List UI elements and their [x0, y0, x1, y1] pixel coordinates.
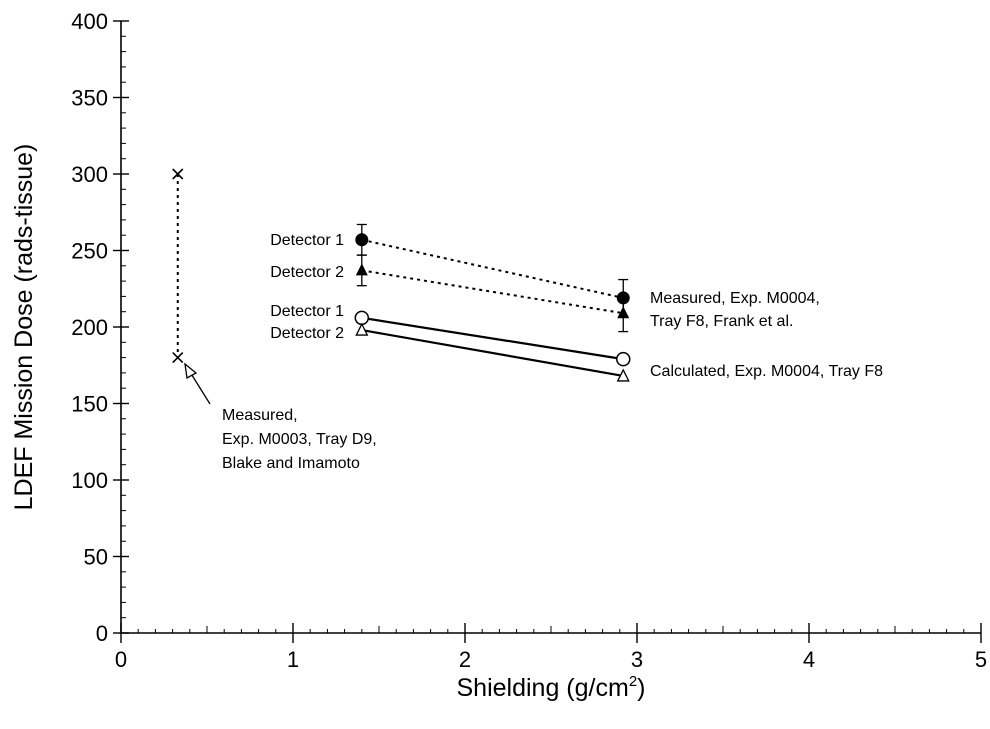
- data-point-x: [172, 168, 184, 180]
- y-tick-label: 350: [71, 86, 108, 111]
- data-point-filled-triangle: [355, 263, 368, 276]
- label-calculated-m0004: Calculated, Exp. M0004, Tray F8: [650, 363, 883, 380]
- y-tick-label: 50: [84, 545, 108, 570]
- series-m0003: [172, 168, 184, 364]
- y-tick-label: 200: [71, 315, 108, 340]
- x-tick-label: 5: [975, 647, 987, 672]
- label-measured-m0004-line1: Measured, Exp. M0004,: [650, 290, 820, 307]
- x-tick-label: 1: [287, 647, 299, 672]
- series-calc_det1: [354, 310, 631, 367]
- data-point-open-triangle: [616, 368, 630, 382]
- series-line: [361, 238, 624, 299]
- axes: [120, 21, 981, 634]
- x-tick-label: 2: [459, 647, 471, 672]
- data-point-filled-circle: [355, 233, 369, 247]
- y-tick-label: 300: [71, 162, 108, 187]
- data-point-open-circle: [354, 310, 370, 326]
- label-detector2-measured: Detector 2: [270, 264, 344, 281]
- series-line: [361, 328, 624, 378]
- series-line: [361, 269, 624, 315]
- label-detector1-measured: Detector 1: [270, 232, 344, 249]
- label-detector1-calculated: Detector 1: [270, 303, 344, 320]
- y-tick-label: 0: [96, 621, 108, 646]
- label-measured-m0003-line3: Blake and Imamoto: [222, 455, 360, 472]
- y-axis-title: LDEF Mission Dose (rads-tissue): [10, 144, 38, 511]
- y-tick-label: 150: [71, 392, 108, 417]
- label-measured-m0004-line2: Tray F8, Frank et al.: [650, 313, 793, 330]
- series-calc_det2: [355, 322, 630, 382]
- label-measured-m0003-line1: Measured,: [222, 407, 298, 424]
- ticks: [113, 20, 982, 643]
- x-tick-label: 0: [115, 647, 127, 672]
- series-line: [361, 316, 624, 361]
- arrow-icon: [184, 362, 211, 405]
- label-detector2-calculated: Detector 2: [270, 325, 344, 342]
- x-axis-title: Shielding (g/cm2): [457, 673, 646, 702]
- data-point-filled-triangle: [617, 306, 630, 319]
- y-tick-label: 100: [71, 468, 108, 493]
- data-point-open-circle: [615, 351, 631, 367]
- y-tick-label: 400: [71, 9, 108, 34]
- series-layer: [172, 168, 631, 382]
- x-tick-label: 4: [803, 647, 815, 672]
- x-tick-label: 3: [631, 647, 643, 672]
- y-tick-label: 250: [71, 239, 108, 264]
- label-measured-m0003-line2: Exp. M0003, Tray D9,: [222, 431, 377, 448]
- series-meas_det2: [355, 254, 630, 333]
- series-meas_det1: [355, 223, 630, 317]
- annotations: Detector 1 Detector 2 Detector 1 Detecto…: [184, 232, 883, 472]
- data-point-x: [172, 352, 184, 364]
- data-point-open-triangle: [355, 322, 369, 336]
